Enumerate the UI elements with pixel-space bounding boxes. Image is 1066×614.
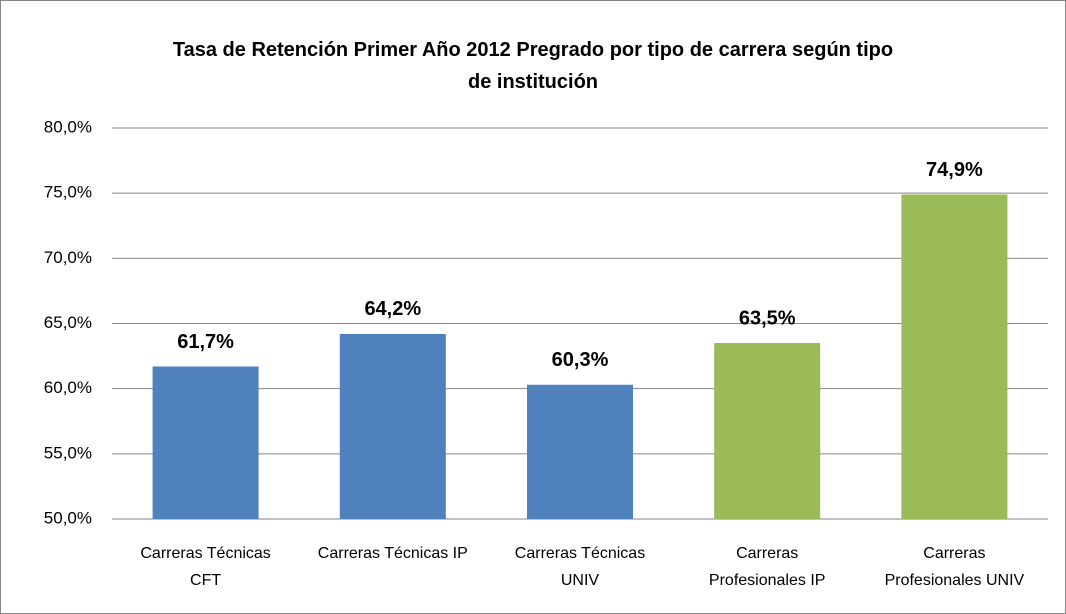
x-tick-label: Carreras Técnicas UNIV — [514, 545, 646, 589]
bar — [152, 366, 259, 519]
y-tick-label: 55,0% — [44, 443, 92, 462]
value-label: 63,5% — [739, 307, 796, 329]
value-label: 74,9% — [926, 159, 983, 181]
bar — [901, 194, 1008, 519]
y-tick-label: 75,0% — [44, 183, 92, 202]
y-tick-label: 50,0% — [44, 508, 92, 527]
y-tick-label: 65,0% — [44, 313, 92, 332]
bar — [714, 343, 821, 519]
value-label: 64,2% — [364, 298, 421, 320]
value-label: 60,3% — [552, 349, 609, 371]
x-tick-label: Carreras Técnicas IP — [317, 545, 468, 562]
x-tick-label: Carreras Profesionales UNIV — [884, 545, 1025, 589]
y-tick-label: 60,0% — [44, 378, 92, 397]
bar — [339, 333, 446, 519]
bar — [527, 384, 633, 519]
chart-title: Tasa de Retención Primer Año 2012 Pregra… — [172, 39, 894, 93]
x-tick-label: Carreras Técnicas CFT — [140, 545, 271, 589]
x-tick-label: Carreras Profesionales IP — [708, 545, 826, 589]
value-label: 61,7% — [177, 331, 234, 353]
y-tick-label: 70,0% — [44, 248, 92, 267]
y-tick-label: 80,0% — [44, 117, 92, 136]
